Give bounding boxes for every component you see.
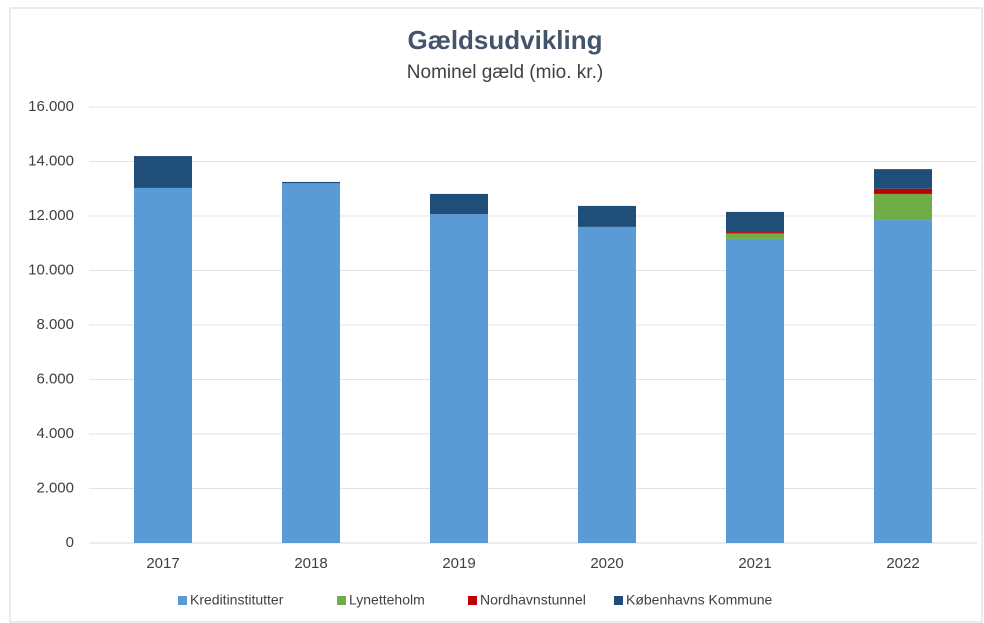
y-tick-label: 10.000 — [28, 261, 74, 278]
bar-segment — [134, 187, 192, 543]
bar-segment — [874, 188, 932, 194]
bar-segment — [578, 205, 636, 227]
x-tick-label: 2021 — [738, 555, 771, 572]
x-tick-label: 2022 — [886, 555, 919, 572]
x-tick-label: 2018 — [294, 555, 327, 572]
legend-swatch — [337, 596, 346, 605]
bar-segment — [726, 211, 784, 233]
y-tick-label: 16.000 — [28, 98, 74, 115]
chart-title: Gældsudvikling — [407, 25, 602, 55]
legend-swatch — [468, 596, 477, 605]
y-tick-label: 8.000 — [36, 316, 74, 333]
legend-label: Lynetteholm — [349, 592, 425, 608]
bar-segment — [282, 181, 340, 184]
bar-segment — [726, 238, 784, 543]
bar-segment — [430, 193, 488, 215]
y-tick-label: 6.000 — [36, 370, 74, 387]
legend-swatch — [178, 596, 187, 605]
legend-swatch — [614, 596, 623, 605]
x-tick-label: 2020 — [590, 555, 623, 572]
legend-label: Nordhavnstunnel — [480, 592, 586, 608]
chart-subtitle: Nominel gæld (mio. kr.) — [407, 62, 603, 83]
y-tick-label: 0 — [66, 534, 74, 551]
legend-label: Kreditinstitutter — [190, 592, 284, 608]
bar-segment — [726, 232, 784, 234]
bar-segment — [874, 169, 932, 189]
bar-segment — [282, 183, 340, 544]
bar-segment — [134, 156, 192, 188]
legend-label: Københavns Kommune — [626, 592, 773, 608]
bar-segment — [578, 226, 636, 543]
bar-segment — [874, 193, 932, 221]
x-tick-label: 2019 — [442, 555, 475, 572]
bar-segment — [430, 214, 488, 543]
bar-segment — [874, 220, 932, 543]
y-tick-label: 4.000 — [36, 425, 74, 442]
y-tick-label: 12.000 — [28, 207, 74, 224]
y-tick-label: 14.000 — [28, 152, 74, 169]
bar-segment — [726, 233, 784, 239]
x-tick-label: 2017 — [146, 555, 179, 572]
y-tick-label: 2.000 — [36, 479, 74, 496]
